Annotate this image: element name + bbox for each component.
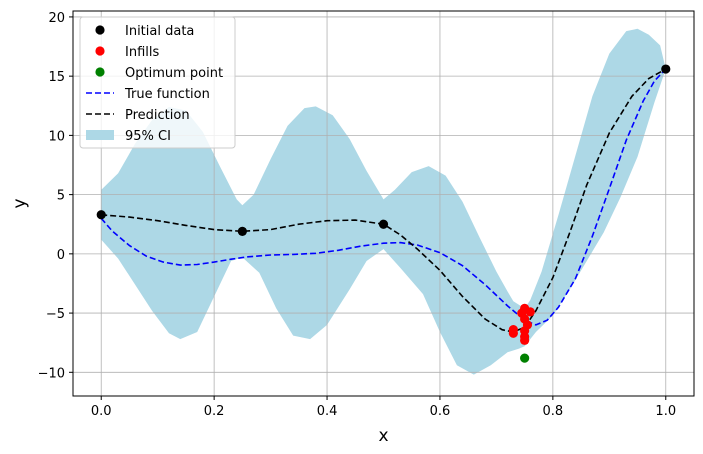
point-initial-data (378, 219, 389, 229)
legend-initial-data-label: Initial data (125, 24, 194, 39)
legend-prediction-label: Prediction (125, 108, 190, 123)
series-line-true-function (100, 68, 667, 326)
x-tick-label: 0.8 (543, 404, 564, 419)
legend-box (79, 16, 236, 149)
x-tick-label: 0.4 (317, 404, 338, 419)
legend-initial-data-marker (95, 25, 105, 35)
point-infills (522, 320, 533, 330)
legend-infills-label: Infills (125, 45, 159, 60)
y-axis-title: y (10, 198, 30, 208)
legend-infills-marker (95, 46, 105, 56)
y-tick-label: −5 (46, 307, 65, 322)
legend-true-function-label: True function (124, 87, 210, 102)
y-tick-label: 0 (57, 248, 65, 263)
y-tick-label: 15 (48, 70, 65, 85)
x-tick-label: 0.0 (91, 404, 112, 419)
confidence-band (101, 28, 666, 375)
y-tick-label: 10 (48, 129, 65, 144)
point-infills (508, 328, 518, 338)
legend: Initial data Infills Optimum point True fun… (79, 16, 236, 149)
series-line-prediction (101, 68, 667, 333)
legend-95-ci-label: 95% CI (125, 129, 171, 144)
legend-optimum-point-marker (95, 67, 105, 77)
x-tick-label: 0.2 (204, 404, 225, 419)
point-initial-data (237, 226, 247, 236)
y-tick-label: 5 (57, 189, 65, 204)
point-infills (520, 335, 530, 345)
point-optimum-point (520, 353, 530, 363)
legend-95-ci-marker (86, 130, 114, 140)
legend-optimum-point-label: Optimum point (125, 66, 223, 81)
x-tick-label: 0.6 (430, 404, 451, 419)
point-infills (525, 307, 535, 317)
series-lines-layer (100, 68, 667, 333)
scatter-points-layer (96, 64, 671, 363)
point-initial-data (96, 210, 106, 220)
y-tick-label: −10 (38, 366, 65, 381)
confidence-band-layer (101, 28, 666, 375)
y-tick-label: 20 (48, 11, 65, 26)
point-initial-data (661, 64, 671, 74)
ticks-layer: 0.0 0.2 0.4 0.6 0.8 1.0 −10 −5 0 5 10 15 20 (38, 11, 677, 419)
x-axis-title: x (378, 426, 388, 446)
x-tick-label: 1.0 (655, 404, 676, 419)
axes-frame (72, 10, 695, 397)
